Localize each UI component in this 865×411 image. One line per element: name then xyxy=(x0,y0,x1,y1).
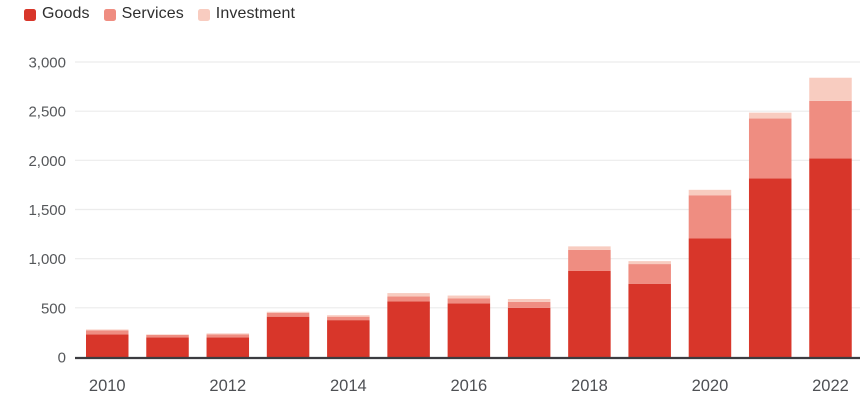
bar-segment-services-2010 xyxy=(86,330,129,335)
x-axis-tick-label: 2020 xyxy=(692,377,729,395)
x-axis-tick-label: 2018 xyxy=(571,377,608,395)
bar-segment-goods-2022 xyxy=(809,158,852,357)
x-axis-tick-label: 2010 xyxy=(89,377,126,395)
chart-legend: Goods Services Investment xyxy=(24,5,295,23)
legend-item-goods: Goods xyxy=(24,5,90,23)
bar-segment-goods-2011 xyxy=(146,337,189,357)
bar-segment-goods-2017 xyxy=(507,307,551,357)
bar-segment-services-2018 xyxy=(568,249,611,271)
bar-segment-investment-2012 xyxy=(206,333,250,335)
bar-segment-services-2012 xyxy=(206,334,250,338)
bar-segment-goods-2016 xyxy=(447,303,491,357)
bar-segment-goods-2021 xyxy=(748,178,792,357)
x-axis-tick-label: 2012 xyxy=(209,377,246,395)
bar-segment-investment-2013 xyxy=(266,311,310,313)
x-axis-tick-label: 2022 xyxy=(812,377,849,395)
x-axis-tick-label: 2014 xyxy=(330,377,367,395)
y-axis-tick-label: 1,500 xyxy=(28,202,66,219)
goods-swatch-icon xyxy=(24,8,36,21)
legend-label-goods: Goods xyxy=(42,5,90,22)
bar-segment-services-2021 xyxy=(748,118,792,179)
bar-segment-investment-2022 xyxy=(809,77,852,101)
services-swatch-icon xyxy=(103,8,116,21)
bar-segment-services-2014 xyxy=(327,316,370,321)
y-axis-tick-label: 0 xyxy=(58,350,66,367)
bar-segment-investment-2021 xyxy=(748,112,792,119)
y-axis-tick-label: 3,000 xyxy=(28,55,66,72)
bar-segment-goods-2012 xyxy=(206,337,250,357)
legend-label-investment: Investment xyxy=(215,5,296,22)
bar-segment-services-2019 xyxy=(628,264,671,284)
y-axis-tick-label: 2,000 xyxy=(28,153,66,170)
y-axis-tick-label: 1,000 xyxy=(28,251,66,268)
legend-item-services: Services xyxy=(103,5,184,23)
bar-segment-investment-2018 xyxy=(568,246,611,250)
bar-segment-investment-2010 xyxy=(86,329,129,331)
bar-segment-services-2016 xyxy=(447,298,491,304)
bar-segment-goods-2019 xyxy=(628,283,671,357)
bar-segment-services-2020 xyxy=(688,195,732,239)
x-axis-tick-label: 2016 xyxy=(451,377,488,395)
bar-segment-services-2022 xyxy=(809,100,852,159)
bar-segment-goods-2020 xyxy=(688,238,732,357)
legend-label-services: Services xyxy=(121,5,184,22)
bar-segment-services-2017 xyxy=(507,301,551,308)
bar-segment-investment-2020 xyxy=(688,189,732,196)
y-axis-tick-label: 2,500 xyxy=(28,104,66,121)
bar-segment-goods-2018 xyxy=(568,270,611,357)
y-axis-tick-label: 500 xyxy=(41,300,66,317)
bar-segment-investment-2016 xyxy=(447,295,491,299)
bar-segment-goods-2010 xyxy=(86,334,129,357)
bar-segment-services-2013 xyxy=(266,312,310,317)
bar-segment-investment-2017 xyxy=(507,298,551,302)
bar-segment-services-2015 xyxy=(387,296,430,302)
bar-segment-investment-2015 xyxy=(387,293,430,297)
bar-segment-investment-2019 xyxy=(628,261,671,265)
investment-swatch-icon xyxy=(197,8,210,21)
legend-item-investment: Investment xyxy=(197,5,296,23)
bar-segment-investment-2014 xyxy=(327,315,370,317)
bar-segment-goods-2013 xyxy=(266,316,310,357)
bar-segment-goods-2014 xyxy=(327,320,370,357)
bar-segment-services-2011 xyxy=(146,334,189,338)
bar-segment-goods-2015 xyxy=(387,301,430,357)
